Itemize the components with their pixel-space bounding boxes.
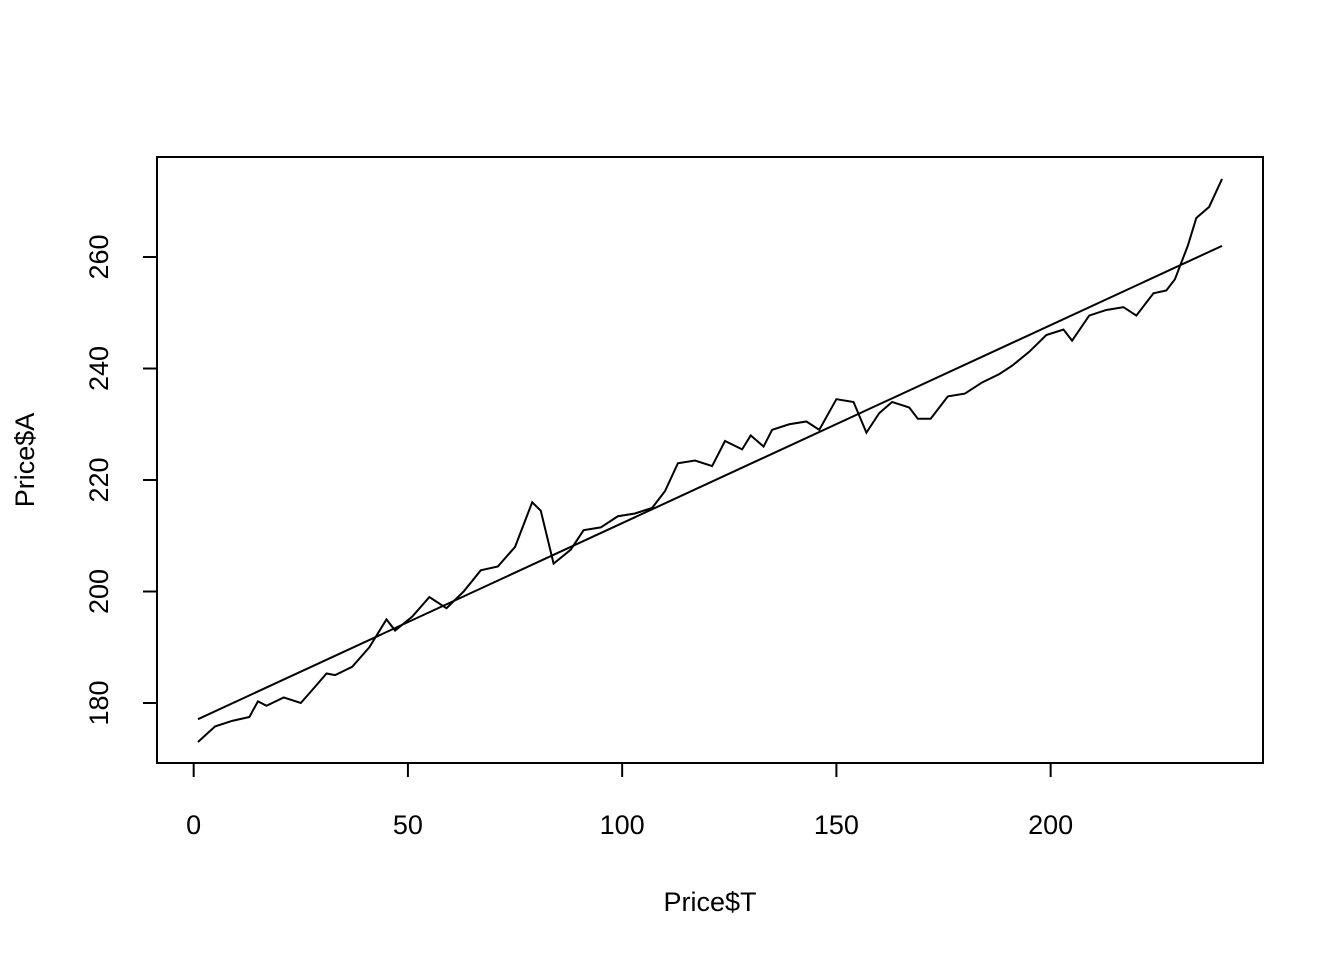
data-line (197, 244, 1223, 721)
data-line (197, 178, 1223, 743)
y-axis-label: Price$A (10, 413, 40, 508)
y-tick-label: 260 (84, 234, 114, 279)
y-tick-label: 240 (84, 346, 114, 391)
x-axis-label: Price$T (663, 887, 756, 917)
x-tick-label: 150 (814, 810, 859, 840)
y-tick-label: 200 (84, 569, 114, 614)
x-tick-label: 100 (600, 810, 645, 840)
y-tick-label: 180 (84, 680, 114, 725)
x-tick-label: 200 (1028, 810, 1073, 840)
x-tick-label: 0 (186, 810, 201, 840)
y-tick-label: 220 (84, 457, 114, 502)
plot-box (156, 156, 1264, 764)
x-tick-label: 50 (393, 810, 423, 840)
